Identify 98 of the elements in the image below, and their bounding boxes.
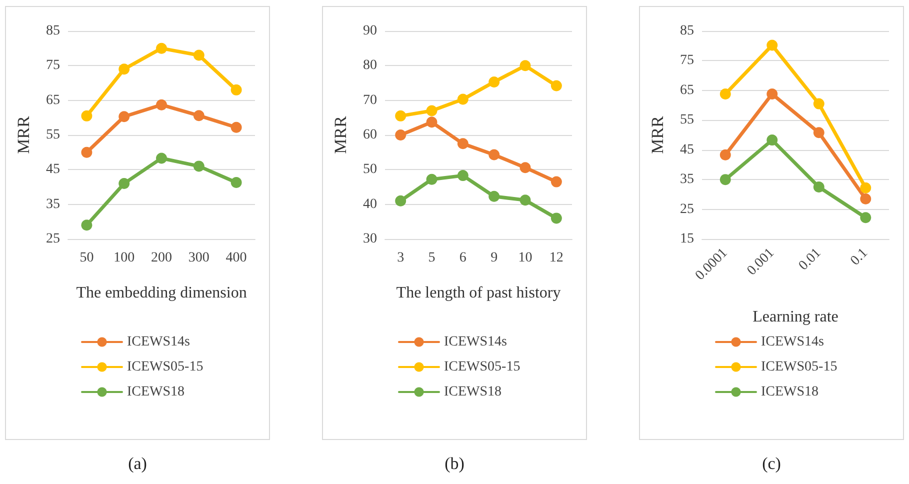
legend-label: ICEWS18 — [444, 384, 502, 400]
point — [550, 176, 562, 188]
point — [457, 94, 468, 105]
point — [860, 193, 872, 204]
y-tick-label: 65 — [46, 92, 60, 108]
x-tick-label: 50 — [80, 250, 94, 266]
legend-label: ICEWS14s — [761, 334, 824, 350]
point — [488, 76, 500, 88]
point — [488, 190, 500, 202]
y-tick-label: 35 — [46, 196, 60, 212]
point — [81, 110, 92, 122]
x-tick-label: 400 — [226, 250, 247, 266]
point — [550, 212, 562, 224]
legend-label: ICEWS05-15 — [127, 360, 204, 374]
point — [395, 110, 406, 122]
x-axis-title: The embedding dimension — [76, 284, 247, 302]
y-tick-label: 55 — [46, 128, 60, 142]
y-tick-label: 35 — [680, 172, 694, 188]
point — [813, 127, 824, 138]
point — [118, 111, 130, 122]
point — [395, 130, 406, 140]
point — [230, 122, 242, 133]
y-tick-label: 70 — [363, 92, 377, 108]
text: (c) — [761, 454, 782, 474]
point — [520, 60, 531, 72]
point — [488, 149, 500, 160]
x-tick-label: 200 — [151, 250, 172, 266]
point — [395, 195, 406, 206]
legend-label: ICEWS14s — [444, 334, 507, 350]
point — [720, 174, 731, 186]
y-axis-title: MRR — [331, 115, 350, 154]
y-tick-label: 40 — [363, 196, 377, 212]
point — [457, 138, 468, 150]
point — [860, 182, 872, 194]
point — [720, 149, 731, 160]
legend-label: ICEWS14s — [127, 334, 190, 350]
x-tick-label: 3 — [397, 250, 404, 266]
point — [766, 134, 778, 146]
y-tick-label: 45 — [680, 142, 694, 158]
point — [520, 194, 531, 206]
y-axis-title: MRR — [648, 115, 667, 154]
x-tick-label: 100 — [114, 250, 135, 266]
point — [457, 170, 468, 182]
y-tick-label: 65 — [680, 82, 694, 98]
point — [426, 105, 438, 116]
x-tick-label: 0.01 — [796, 246, 824, 274]
x-tick-label: 10 — [518, 250, 532, 266]
y-tick-label: 85 — [46, 24, 60, 38]
x-tick-label: 0.1 — [848, 246, 871, 269]
point — [813, 98, 824, 110]
y-tick-label: 80 — [363, 58, 377, 74]
y-tick-label: 50 — [363, 162, 377, 178]
y-axis-title: MRR — [14, 115, 33, 154]
point — [813, 182, 824, 192]
point — [520, 162, 531, 174]
y-tick-label: 45 — [46, 162, 60, 178]
x-axis-title: Learning rate — [752, 308, 838, 326]
point — [193, 110, 204, 122]
x-tick-label: 6 — [459, 250, 466, 266]
x-tick-label: 300 — [188, 250, 210, 266]
y-tick-label: 60 — [363, 128, 377, 142]
point — [230, 84, 242, 96]
y-tick-label: 55 — [680, 112, 694, 128]
point — [81, 146, 92, 158]
x-axis-title: The length of past history — [396, 284, 561, 302]
point — [156, 42, 167, 54]
point — [156, 99, 167, 110]
x-tick-label: 12 — [549, 250, 564, 266]
point — [118, 178, 130, 190]
y-tick-label: 15 — [680, 232, 694, 246]
point — [720, 88, 731, 100]
legend-label: ICEWS18 — [127, 384, 185, 400]
text: (b) — [444, 454, 466, 474]
y-tick-label: 75 — [46, 58, 60, 74]
point — [118, 64, 130, 75]
y-tick-label: 25 — [46, 232, 60, 246]
point — [766, 40, 778, 51]
y-tick-label: 30 — [363, 232, 377, 246]
y-tick-label: 75 — [680, 53, 694, 68]
legend-label: ICEWS05-15 — [444, 360, 520, 374]
y-tick-label: 25 — [680, 202, 694, 217]
point — [230, 176, 242, 188]
point — [766, 88, 778, 100]
point — [860, 212, 872, 224]
point — [81, 220, 92, 231]
x-tick-label: 9 — [490, 250, 498, 266]
legend-label: ICEWS05-15 — [761, 360, 838, 374]
y-tick-label: 85 — [680, 24, 694, 38]
point — [550, 80, 562, 92]
point — [426, 116, 438, 128]
point — [426, 174, 438, 185]
point — [193, 50, 204, 61]
legend-label: ICEWS18 — [761, 384, 819, 400]
text: (a) — [127, 454, 148, 474]
x-tick-label: 5 — [428, 250, 436, 266]
point — [156, 152, 167, 164]
y-tick-label: 90 — [363, 24, 377, 38]
point — [193, 160, 204, 172]
